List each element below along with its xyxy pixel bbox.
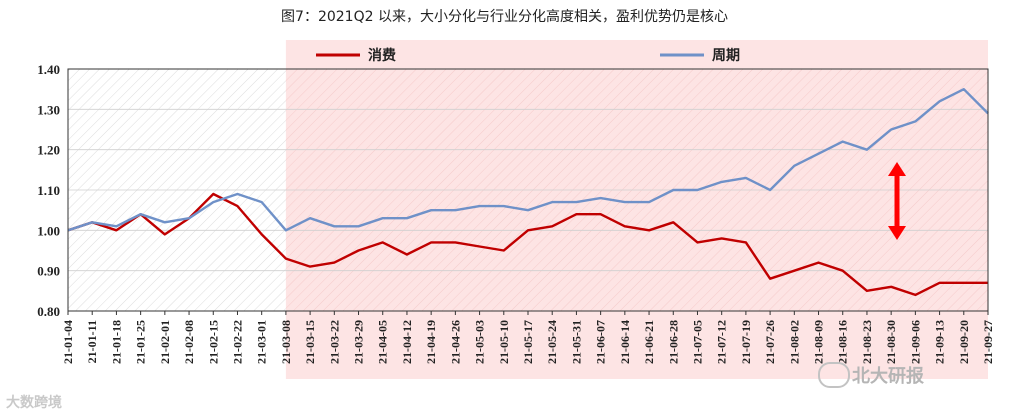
divergence-arrow-head-down — [888, 226, 906, 240]
x-tick-label: 21-06-14 — [618, 320, 632, 364]
x-tick-label: 21-09-20 — [957, 320, 971, 364]
x-tick-label: 21-07-19 — [739, 320, 753, 364]
x-tick-label: 21-06-28 — [666, 320, 680, 364]
y-tick-label: 1.40 — [37, 62, 60, 77]
x-tick-label: 21-06-21 — [642, 320, 656, 364]
series-lines — [67, 87, 989, 297]
x-tick-label: 21-03-01 — [255, 320, 269, 364]
series-line-consumption — [67, 192, 988, 297]
x-tick-label: 21-09-13 — [933, 320, 947, 364]
x-tick-label: 21-07-05 — [690, 320, 704, 364]
x-tick-label: 21-01-25 — [134, 320, 148, 364]
x-tick-label: 21-05-10 — [497, 320, 511, 364]
x-tick-label: 21-08-30 — [884, 320, 898, 364]
x-tick-label: 21-03-15 — [303, 320, 317, 364]
x-tick-label: 21-09-27 — [981, 320, 995, 364]
x-tick-label: 21-02-15 — [206, 320, 220, 364]
x-tick-label: 21-05-03 — [473, 320, 487, 364]
x-tick-label: 21-02-08 — [182, 320, 196, 364]
legend-label: 周期 — [712, 48, 740, 64]
x-tick-label: 21-01-11 — [85, 320, 99, 363]
chart-title: 图7：2021Q2 以来，大小分化与行业分化高度相关，盈利优势仍是核心 — [281, 9, 728, 25]
y-tick-label: 1.20 — [37, 143, 60, 158]
x-tick-label: 21-07-26 — [763, 320, 777, 364]
legend: 消费 周期 — [316, 47, 740, 64]
x-tick-label: 21-08-09 — [812, 320, 826, 364]
annotation — [888, 162, 906, 240]
x-tick-label: 21-03-08 — [279, 320, 293, 364]
watermark-right: 北大研报 — [852, 366, 924, 387]
y-tick-label: 1.00 — [37, 223, 60, 238]
x-tick-label: 21-05-17 — [521, 320, 535, 364]
x-tick-label: 21-09-06 — [908, 320, 922, 364]
watermark-left: 大数跨境 — [6, 395, 62, 411]
legend-label: 消费 — [368, 47, 396, 64]
x-tick-label: 21-04-12 — [400, 320, 414, 364]
x-tick-label: 21-04-05 — [376, 320, 390, 364]
x-tick-label: 21-01-04 — [61, 320, 75, 364]
x-tick-label: 21-05-24 — [545, 320, 559, 364]
x-tick-label: 21-04-26 — [448, 320, 462, 364]
x-tick-label: 21-03-29 — [352, 320, 366, 364]
y-tick-label: 0.80 — [37, 304, 60, 319]
x-tick-label: 21-02-22 — [230, 320, 244, 364]
x-tick-label: 21-06-07 — [594, 320, 608, 364]
series-line-cycle — [67, 87, 989, 232]
wechat-icon — [818, 362, 850, 388]
y-tick-label: 1.30 — [37, 102, 60, 117]
x-tick-label: 21-02-01 — [158, 320, 172, 364]
x-tick-label: 21-08-02 — [787, 320, 801, 364]
y-tick-label: 1.10 — [37, 183, 60, 198]
x-tick-label: 21-08-23 — [860, 320, 874, 364]
x-tick-label: 21-04-19 — [424, 320, 438, 364]
y-tick-label: 0.90 — [37, 264, 60, 279]
divergence-arrow-head-up — [888, 162, 906, 176]
axes: 0.80 0.90 1.00 1.10 1.20 1.30 1.40 21-01-04 21-0… — [37, 62, 995, 364]
x-tick-label: 21-07-12 — [715, 320, 729, 364]
x-tick-label: 21-01-18 — [109, 320, 123, 364]
x-tick-label: 21-03-22 — [327, 320, 341, 364]
x-tick-label: 21-08-16 — [836, 320, 850, 364]
x-tick-label: 21-05-31 — [569, 320, 583, 364]
